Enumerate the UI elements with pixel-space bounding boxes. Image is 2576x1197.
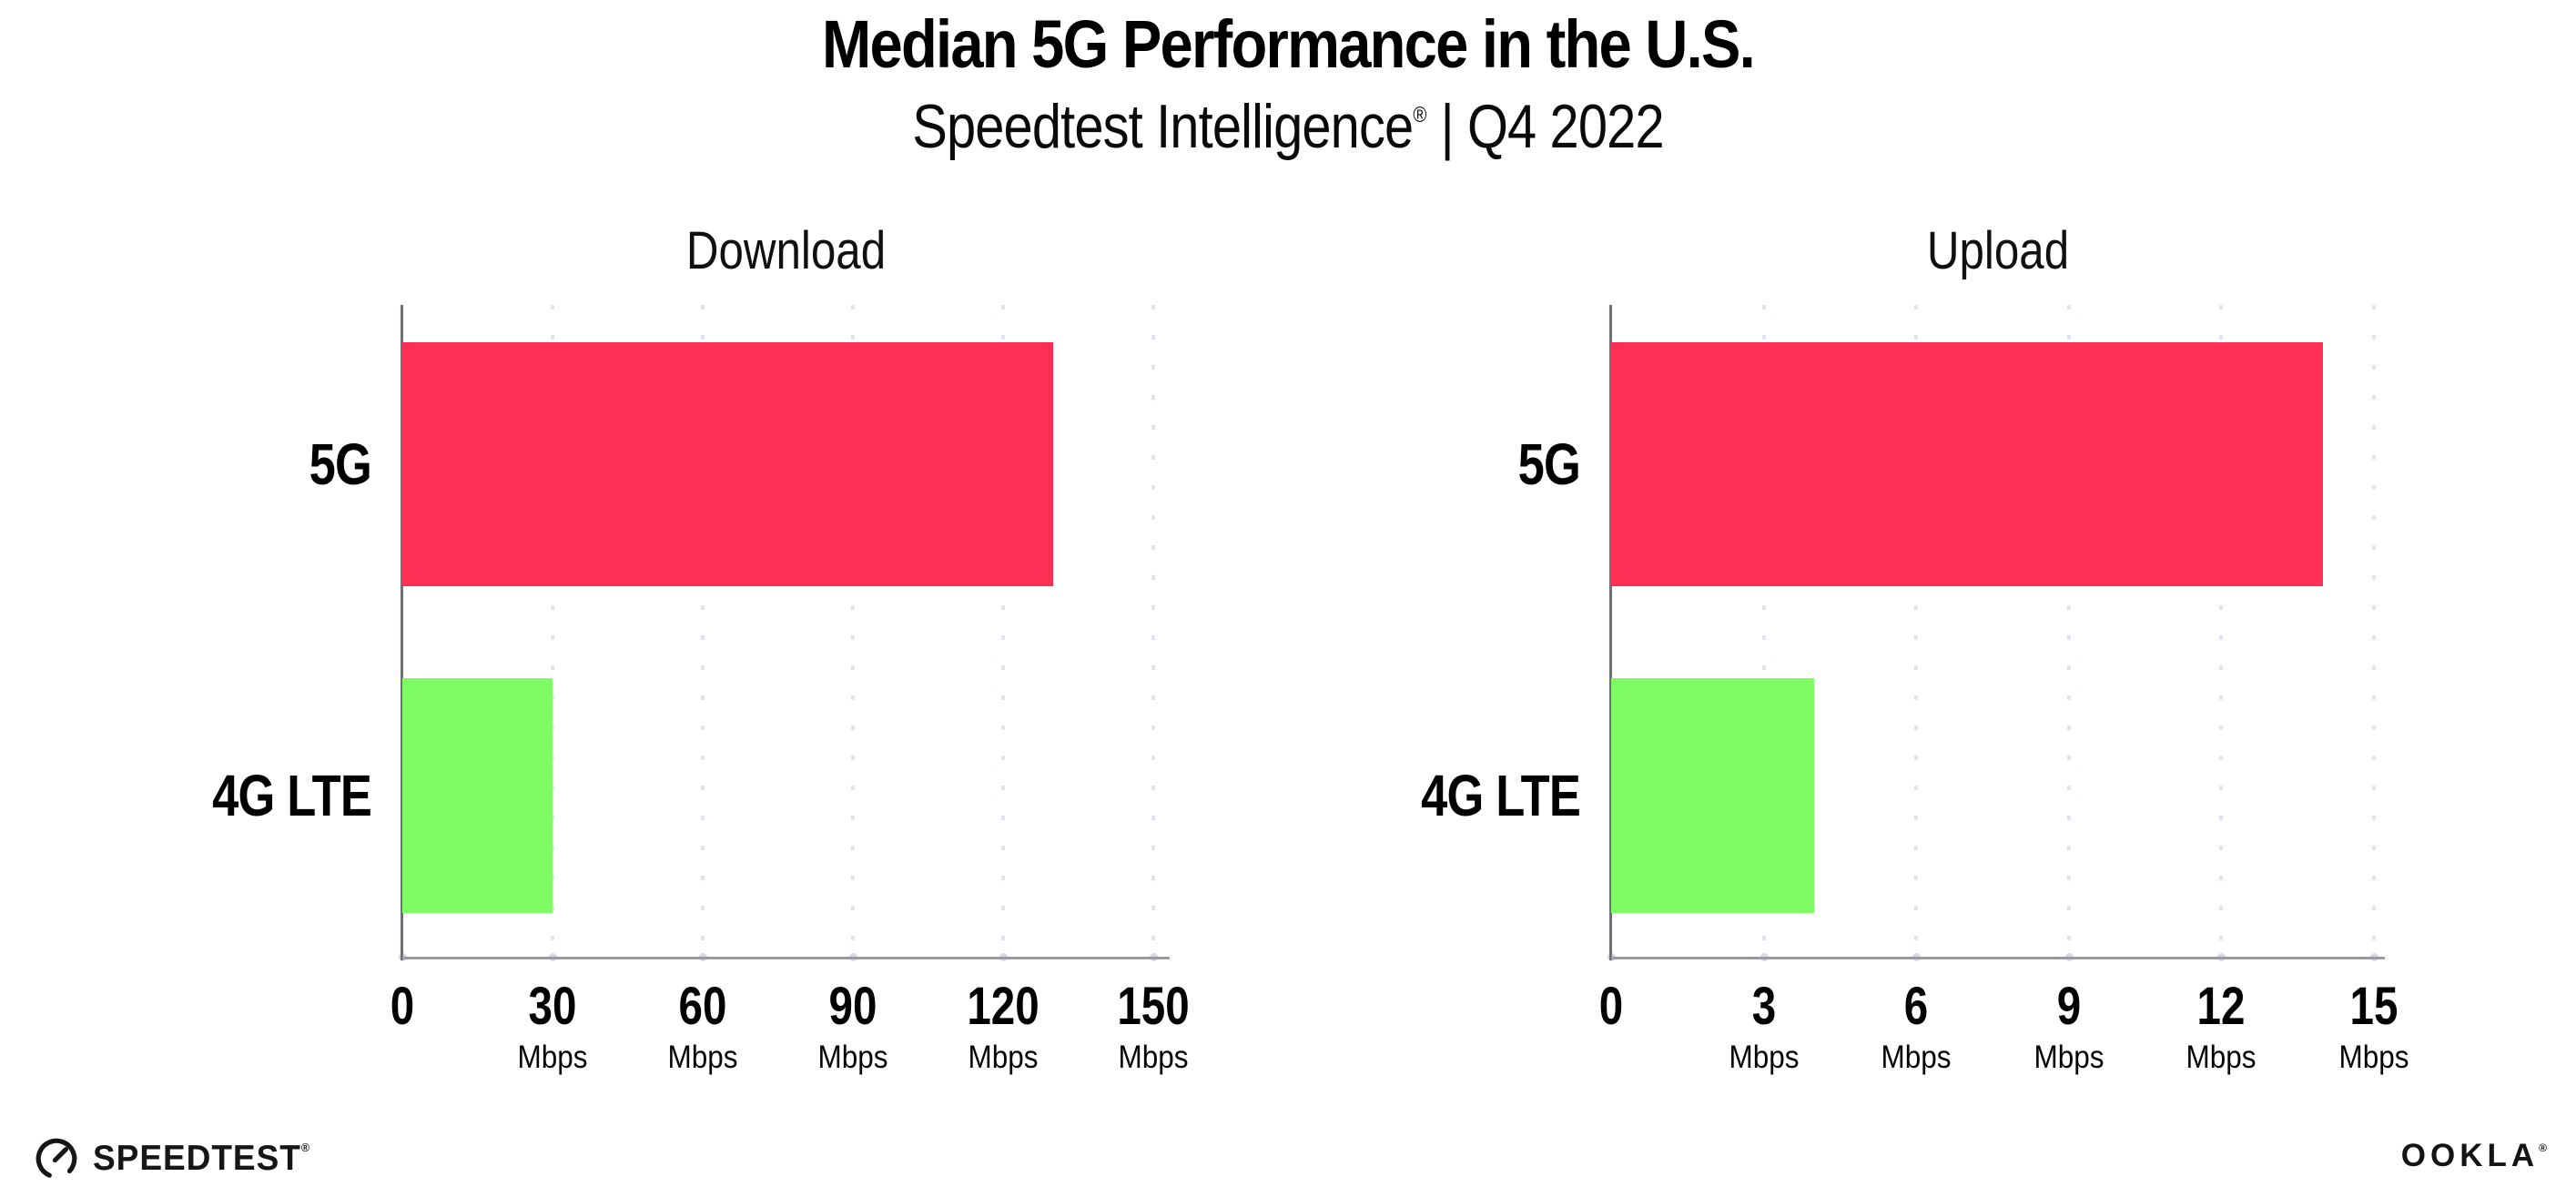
- tick-unit-label: Mbps: [2033, 1040, 2104, 1075]
- subtitle-brand: Speedtest Intelligence: [912, 92, 1414, 161]
- x-axis-line: [402, 957, 1170, 959]
- category-label-4g-lte: 4G LTE: [1421, 763, 1581, 828]
- speedtest-wordmark-text: SPEEDTEST: [93, 1139, 301, 1178]
- tick-label: 120: [967, 977, 1040, 1036]
- speedtest-wordmark: SPEEDTEST®: [93, 1139, 309, 1179]
- gridline: [550, 305, 554, 958]
- gridline: [700, 305, 705, 958]
- tick-unit-label: Mbps: [2338, 1040, 2409, 1075]
- category-label-5g: 5G: [1517, 431, 1581, 497]
- tick-label: 6: [1903, 977, 1929, 1036]
- speedtest-gauge-icon: [35, 1138, 77, 1180]
- gridline: [2066, 305, 2071, 958]
- tick-label: 9: [2056, 977, 2081, 1036]
- tick-label: 12: [2196, 977, 2246, 1036]
- tick-label: 15: [2349, 977, 2399, 1036]
- speedtest-logo: SPEEDTEST®: [33, 1136, 320, 1182]
- tick-unit-label: Mbps: [1881, 1040, 1952, 1075]
- tick-unit-label: Mbps: [817, 1040, 888, 1075]
- page-title: Median 5G Performance in the U.S.: [822, 6, 1756, 82]
- gridline: [2219, 305, 2224, 958]
- tick-unit-label: Mbps: [1729, 1040, 1800, 1075]
- ookla-wordmark-text: OOKLA: [2400, 1138, 2540, 1173]
- category-label-4g-lte: 4G LTE: [212, 763, 372, 828]
- subtitle-period: | Q4 2022: [1426, 92, 1665, 161]
- ookla-registered-mark-icon: ®: [2539, 1141, 2547, 1154]
- tick-label: 0: [1598, 977, 1624, 1036]
- tick-label: 90: [828, 977, 877, 1036]
- registered-trademark-icon: ®: [1413, 103, 1427, 127]
- tick-label: 30: [528, 977, 577, 1036]
- tick-label: 3: [1751, 977, 1776, 1036]
- tick-unit-label: Mbps: [517, 1040, 588, 1075]
- y-axis-line: [401, 305, 403, 960]
- tick-unit-label: Mbps: [968, 1040, 1039, 1075]
- category-label-5g: 5G: [309, 431, 372, 497]
- gridline: [1761, 305, 1766, 958]
- tick-label: 60: [678, 977, 727, 1036]
- tick-label: 0: [390, 977, 415, 1036]
- gridline: [850, 305, 855, 958]
- gridline: [1914, 305, 1919, 958]
- page-subtitle: Speedtest Intelligence® | Q4 2022: [193, 91, 2383, 162]
- bar-5g-upload: [1611, 342, 2323, 586]
- tick-label: 150: [1117, 977, 1190, 1036]
- bar-4g-lte-upload: [1611, 678, 1815, 913]
- chart-title-upload: Upload: [1926, 221, 2070, 280]
- tick-unit-label: Mbps: [667, 1040, 738, 1075]
- ookla-logo: OOKLA®: [2401, 1136, 2547, 1176]
- ookla-wordmark: OOKLA®: [2401, 1138, 2547, 1174]
- gridline: [1000, 305, 1005, 958]
- y-axis-line: [1609, 305, 1612, 960]
- gridline: [2371, 305, 2376, 958]
- tick-unit-label: Mbps: [2186, 1040, 2257, 1075]
- chart-title-download: Download: [685, 221, 887, 280]
- x-axis-line: [1611, 957, 2385, 959]
- tick-unit-label: Mbps: [1118, 1040, 1189, 1075]
- speedtest-registered-mark-icon: ®: [300, 1141, 309, 1154]
- bar-5g-download: [402, 342, 1053, 586]
- bar-4g-lte-download: [402, 678, 553, 913]
- gridline: [1151, 305, 1155, 958]
